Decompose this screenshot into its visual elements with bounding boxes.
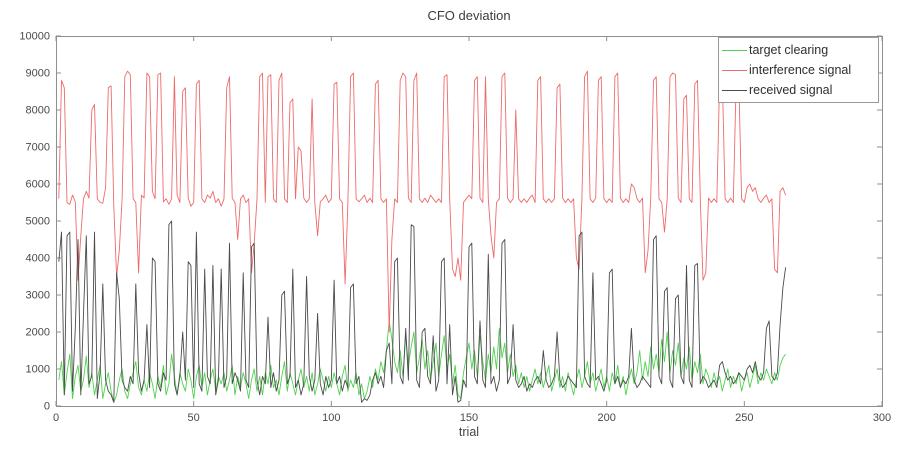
x-tick-label: 300	[873, 412, 891, 424]
x-tick-label: 0	[53, 412, 59, 424]
y-tick-label: 6000	[26, 179, 50, 191]
legend-label: target clearing	[749, 43, 829, 57]
y-tick-label: 7000	[26, 142, 50, 154]
x-axis-label: trial	[458, 425, 480, 439]
legend-item-target-clearing: target clearing	[722, 40, 874, 60]
legend: target clearing interference signal receiv…	[718, 37, 879, 103]
y-tick-label: 3000	[26, 290, 50, 302]
series-line-interference-signal	[58, 70, 787, 333]
x-tick-label: 250	[735, 412, 753, 424]
y-tick-label: 10000	[19, 31, 50, 43]
y-tick-label: 2000	[26, 327, 50, 339]
x-tick-label: 100	[322, 412, 340, 424]
y-tick-label: 0	[44, 401, 50, 413]
x-tick-label: 200	[597, 412, 615, 424]
legend-item-received-signal: received signal	[722, 80, 874, 100]
y-tick-label: 4000	[26, 253, 50, 265]
legend-line-swatch	[722, 49, 747, 51]
legend-item-interference-signal: interference signal	[722, 60, 874, 80]
series-line-received-signal	[58, 220, 787, 403]
legend-label: received signal	[749, 83, 833, 97]
legend-line-swatch	[722, 89, 747, 91]
legend-label: interference signal	[749, 63, 852, 77]
y-tick-label: 5000	[26, 216, 50, 228]
y-tick-label: 9000	[26, 68, 50, 80]
y-tick-label: 8000	[26, 105, 50, 117]
legend-line-swatch	[722, 69, 747, 71]
x-tick-label: 150	[460, 412, 478, 424]
y-tick-label: 1000	[26, 364, 50, 376]
chart-title: CFO deviation	[427, 8, 511, 23]
x-tick-label: 50	[188, 412, 200, 424]
